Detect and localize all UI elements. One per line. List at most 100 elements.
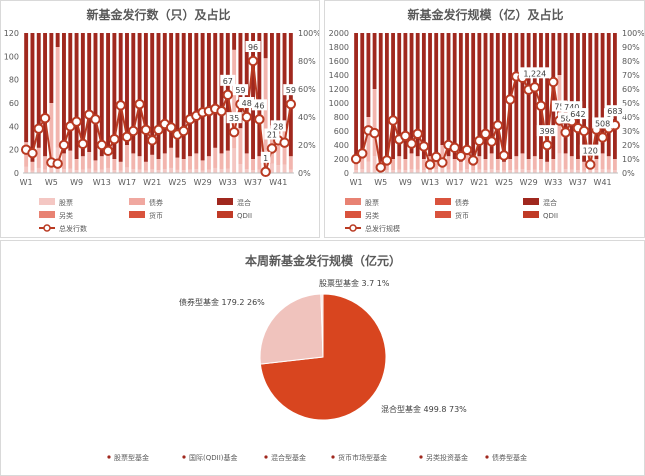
bar-stock [257, 169, 262, 173]
bar-stock [206, 169, 211, 173]
y-right-tick-label: 50% [622, 99, 640, 108]
data-label-bg [283, 84, 299, 96]
bar-bond-segment [257, 156, 262, 170]
bar-bond-segment [600, 153, 605, 170]
bar-bond [99, 156, 104, 170]
bar-mixed [360, 33, 365, 154]
bar-stock [143, 170, 148, 173]
bar-bond-segment [74, 159, 79, 171]
bar-stock [403, 170, 408, 173]
series-point-total [115, 100, 126, 111]
bar-bond-segment [452, 159, 457, 171]
bar-bond-segment [206, 156, 211, 170]
series-point-total [560, 127, 571, 138]
series-point-total [102, 145, 114, 157]
bar-bond-segment [409, 153, 414, 170]
legend-label: 混合 [237, 198, 251, 207]
data-label: 48 [242, 99, 252, 108]
bar-bond-segment [360, 153, 365, 170]
data-label-bg [579, 144, 601, 156]
series-point-total [285, 98, 297, 110]
bar-mixed [43, 33, 48, 157]
pie-slice [259, 293, 324, 365]
bar-bond [181, 159, 186, 171]
series-point-total [153, 124, 164, 136]
bar-bond-segment [213, 147, 218, 168]
legend-bullet [419, 455, 423, 459]
data-label: 1 [263, 154, 268, 163]
bar-bond-segment [125, 145, 129, 168]
bar-stock [594, 170, 599, 173]
bar-mixed [269, 33, 274, 126]
y-right-tick-label: 100% [298, 29, 319, 38]
series-point-total [178, 125, 189, 137]
data-label-bg [226, 112, 242, 124]
bar-mixed [238, 33, 243, 129]
bar-stock [232, 148, 237, 173]
series-point-total [58, 139, 70, 151]
bar-bond [213, 147, 218, 168]
bar-mixed [213, 33, 218, 148]
bar-mixed [514, 33, 519, 157]
bar-bond-segment [49, 103, 54, 159]
bar-stock [175, 169, 180, 173]
pie-label-mixed: 混合型基金 499.8 73% [381, 404, 467, 414]
data-label-bg [270, 120, 286, 132]
bar-bond [36, 147, 41, 168]
bar-bond [219, 153, 224, 170]
bar-bond-segment [576, 159, 580, 171]
bar-mixed [465, 33, 469, 154]
bar-mixed [276, 33, 281, 134]
x-tick-label: W21 [470, 178, 488, 187]
series-point-total [578, 125, 590, 137]
bar-bond [194, 153, 199, 170]
series-point-total [412, 128, 423, 140]
y-left-tick-label: 20 [9, 146, 19, 155]
data-label: 398 [539, 127, 554, 136]
bar-bond-segment [446, 156, 451, 170]
series-point-total [90, 114, 101, 125]
bar-mixed [600, 33, 605, 154]
y-right-tick-label: 40% [622, 113, 640, 122]
bar-mixed [440, 33, 445, 145]
legend-marker-swatch [349, 224, 357, 232]
bar-bond-segment [112, 159, 117, 171]
bar-mixed [428, 33, 432, 157]
series-point-total [486, 136, 497, 147]
bar-mixed [131, 33, 136, 154]
bar-stock [194, 169, 199, 173]
x-tick-label: W37 [569, 178, 587, 187]
bar-stock [24, 166, 29, 173]
x-tick-label: W37 [244, 178, 262, 187]
bar-mixed [495, 33, 500, 159]
series-point-total [96, 139, 107, 151]
bar-mixed [62, 33, 66, 154]
bar-bond-segment [68, 150, 73, 169]
bar-bond [391, 159, 395, 171]
legend-swatch [435, 211, 451, 218]
legend-bullet [107, 455, 111, 459]
x-tick-label: W17 [118, 178, 136, 187]
bar-bond [489, 153, 494, 170]
bar-mixed [471, 33, 476, 159]
bar-bond-segment [594, 159, 599, 171]
bar-stock [188, 169, 192, 173]
bar-bond [563, 153, 568, 170]
bar-stock [458, 170, 463, 173]
bar-mixed [169, 33, 174, 148]
bar-mixed [74, 33, 79, 159]
bar-bond-segment [188, 156, 192, 170]
bar-bond-segment [372, 89, 377, 157]
bar-mixed [551, 33, 556, 159]
series-point-total [77, 138, 89, 150]
legend-swatch [345, 198, 361, 205]
bar-mixed [366, 33, 371, 117]
bar-stock [409, 169, 414, 173]
series-point-total [247, 55, 259, 67]
series-point-total [279, 137, 290, 148]
x-tick-label: W5 [374, 178, 387, 187]
bar-bond [576, 159, 580, 171]
bar-mixed [397, 33, 402, 157]
bar-mixed [282, 33, 287, 131]
bar-stock [169, 167, 174, 173]
